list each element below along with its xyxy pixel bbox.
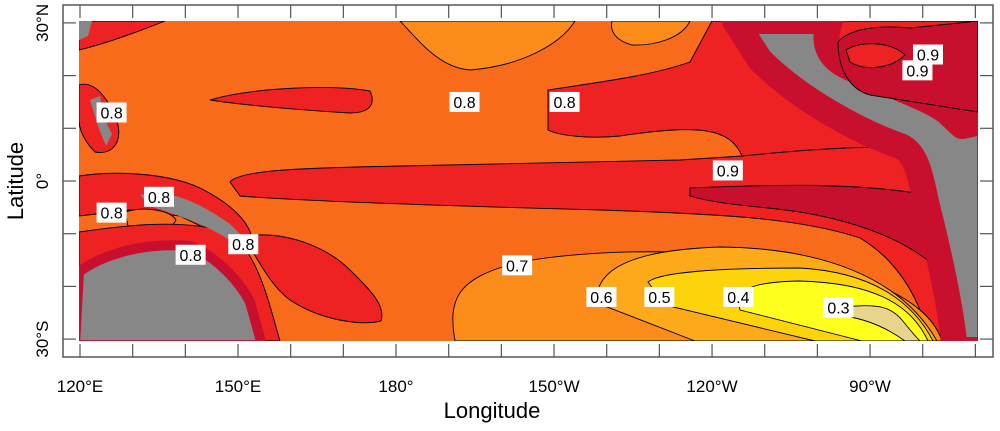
x-tick-label: 180° <box>378 377 413 396</box>
contour-label-background <box>449 91 480 112</box>
contour-label-background <box>96 102 127 123</box>
contour-label: 0.9 <box>902 60 933 81</box>
contour-label-text: 0.9 <box>917 48 939 65</box>
x-tick-label: 150°W <box>528 377 579 396</box>
contour-label-background <box>586 286 617 307</box>
contour-label-background <box>228 234 259 255</box>
contour-label-background <box>902 60 933 81</box>
contour-label: 0.8 <box>449 91 480 112</box>
contour-label: 0.8 <box>175 244 206 265</box>
field-0.6-0.7-north <box>399 21 576 71</box>
map-field <box>79 21 978 341</box>
contour-label-text: 0.4 <box>727 290 749 307</box>
contour-label-text: 0.5 <box>648 290 670 307</box>
contour-label: 0.7 <box>502 255 533 276</box>
field-0.8-0.9-north-blob <box>209 87 373 114</box>
contour-label-text: 0.8 <box>553 95 575 112</box>
contour-label-background <box>712 160 743 181</box>
contour-label: 0.4 <box>723 286 754 307</box>
contour-label-text: 0.9 <box>906 63 928 80</box>
contour-label: 0.6 <box>586 286 617 307</box>
contour-label: 0.8 <box>144 186 175 207</box>
field-0.8-0.9-topleft <box>79 21 166 51</box>
contour-label-background <box>549 91 580 112</box>
contour-label-text: 0.3 <box>827 300 849 317</box>
field-0.8-0.9-coral-sea <box>244 234 383 324</box>
y-tick-label: 30°S <box>33 321 52 358</box>
contour-label: 0.8 <box>96 102 127 123</box>
contour-label-text: 0.8 <box>232 237 254 254</box>
axis-ticks <box>63 5 993 357</box>
contour-label-background <box>144 186 175 207</box>
x-axis-label: Longitude <box>444 398 541 423</box>
y-tick-labels: 30°N 0° 30°S <box>33 4 52 358</box>
x-tick-label: 120°E <box>57 377 104 396</box>
field-below-0.3 <box>844 305 921 341</box>
y-axis-label: Latitude <box>3 142 28 220</box>
field-0.6-0.7-north2 <box>611 21 691 46</box>
contour-label-background <box>823 297 854 318</box>
x-tick-label: 120°W <box>686 377 737 396</box>
contour-label-background <box>502 255 533 276</box>
land-taiwan <box>79 21 92 40</box>
contour-label-background <box>175 244 206 265</box>
contour-label-text: 0.7 <box>506 258 528 275</box>
field-gulf-inner <box>845 43 906 69</box>
contour-label-background <box>723 286 754 307</box>
contour-label-text: 0.8 <box>179 248 201 265</box>
contour-label: 0.8 <box>228 234 259 255</box>
contour-label: 0.9 <box>712 160 743 181</box>
x-tick-label: 150°E <box>215 377 262 396</box>
y-tick-label: 30°N <box>33 4 52 42</box>
contour-label: 0.5 <box>644 286 675 307</box>
contour-label-text: 0.8 <box>148 190 170 207</box>
x-tick-labels: 120°E 150°E 180° 150°W 120°W 90°W <box>57 377 891 396</box>
contour-label-text: 0.6 <box>590 290 612 307</box>
contour-label: 0.3 <box>823 297 854 318</box>
contour-label: 0.8 <box>549 91 580 112</box>
contour-label: 0.9 <box>912 44 943 65</box>
contour-label-background <box>912 44 943 65</box>
contour-label-background <box>96 202 127 223</box>
y-tick-label: 0° <box>33 173 52 189</box>
contour-label-text: 0.9 <box>717 163 739 180</box>
contour-labels: 0.80.80.80.80.80.8 0.80.90.90.90.70.6 0.5 0… <box>96 44 943 318</box>
field-above-0.9-equatorial <box>689 184 931 264</box>
contour-label: 0.8 <box>96 202 127 223</box>
contour-label-text: 0.8 <box>453 95 475 112</box>
contour-label-text: 0.8 <box>100 206 122 223</box>
contour-label-text: 0.8 <box>100 105 122 122</box>
x-tick-label: 90°W <box>849 377 891 396</box>
contour-label-background <box>644 286 675 307</box>
